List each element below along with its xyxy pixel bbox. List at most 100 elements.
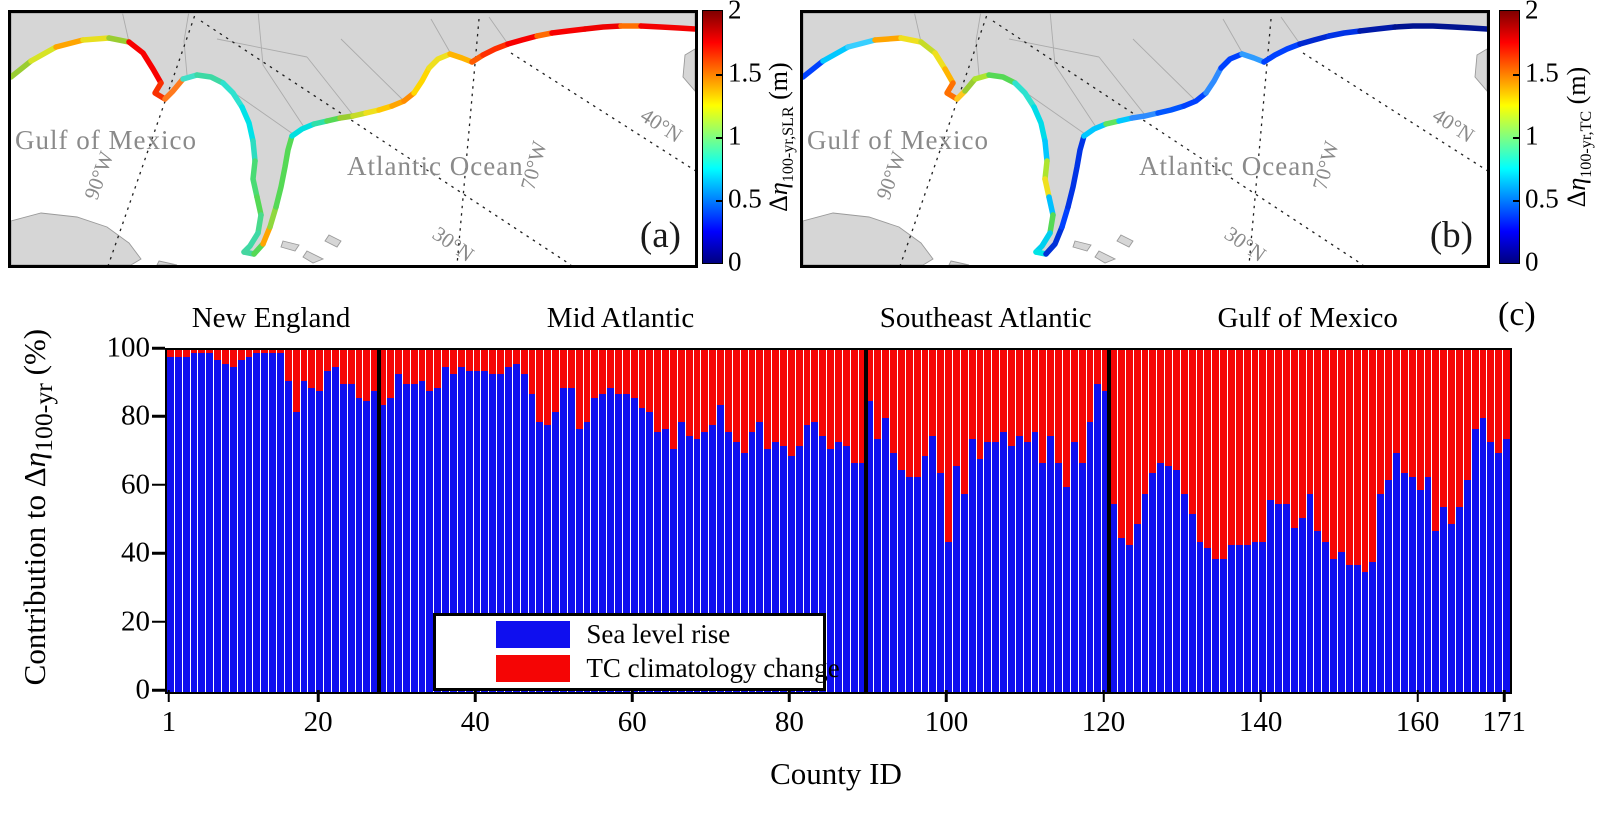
slr-segment	[402, 384, 410, 692]
slr-segment	[237, 360, 245, 692]
state-boundary-line	[1049, 13, 1097, 128]
tc-segment	[332, 350, 339, 368]
tc-segment	[890, 350, 897, 453]
slr-segment	[1196, 541, 1204, 692]
tc-segment	[858, 350, 866, 463]
bar-county-92	[882, 350, 890, 692]
tc-segment	[1078, 350, 1086, 463]
legend-label-tc-climatology: TC climatology change	[586, 653, 840, 684]
tc-segment	[1471, 350, 1479, 429]
coast-segment	[932, 50, 948, 72]
tc-segment	[921, 350, 929, 457]
bar-county-64	[662, 350, 669, 692]
bar-county-143	[1283, 350, 1290, 692]
bar-county-15	[277, 350, 284, 692]
tc-segment	[1432, 350, 1440, 532]
tc-segment	[1298, 350, 1306, 518]
state-boundary-line	[1024, 91, 1086, 135]
y-tick-label: 80	[121, 399, 150, 432]
bar-county-67	[685, 350, 693, 692]
slr-segment	[167, 356, 174, 692]
slr-segment	[945, 541, 952, 692]
coast-segment	[898, 35, 924, 45]
tc-segment	[756, 350, 764, 422]
slr-segment	[229, 367, 237, 692]
x-tick-label: 100	[924, 706, 969, 738]
tc-segment	[1463, 350, 1471, 480]
slr-segment	[866, 401, 874, 692]
bar-county-33	[418, 350, 426, 692]
slr-segment	[1141, 493, 1149, 692]
slr-segment	[339, 384, 347, 692]
state-boundary-line	[257, 13, 305, 128]
x-tick-mark	[1259, 690, 1262, 702]
slr-segment	[300, 380, 308, 692]
slr-segment	[740, 452, 748, 692]
bar-county-121	[1110, 350, 1117, 692]
slr-segment	[1338, 551, 1345, 692]
slr-segment	[622, 394, 630, 692]
tc-segment	[1000, 350, 1007, 433]
slr-segment	[1180, 493, 1188, 692]
tc-segment	[905, 350, 913, 477]
bar-county-74	[740, 350, 748, 692]
bar-county-96	[913, 350, 921, 692]
tc-segment	[1039, 350, 1047, 463]
panel_a-map-svg: 90°W 30°N 70°W 40°N	[11, 13, 695, 265]
slr-segment	[1070, 442, 1078, 692]
colorbar-notch	[1513, 74, 1519, 76]
bar-county-99	[937, 350, 945, 692]
tc-segment	[929, 350, 937, 436]
slr-segment	[1353, 565, 1361, 692]
tc-segment	[434, 350, 442, 388]
tc-segment	[1267, 350, 1275, 501]
tc-segment	[308, 350, 316, 388]
slr-segment	[1290, 527, 1298, 692]
bar-county-109	[1015, 350, 1023, 692]
bar-county-30	[394, 350, 402, 692]
state-boundary-line	[306, 56, 354, 116]
tc-segment	[638, 350, 646, 409]
slr-segment	[449, 373, 457, 692]
slr-segment	[630, 397, 638, 692]
tc-segment	[552, 350, 559, 412]
slr-segment	[772, 442, 780, 692]
island	[11, 212, 142, 265]
coast-segment	[255, 212, 264, 236]
slr-segment	[575, 428, 583, 692]
state-boundary-line	[183, 13, 190, 76]
bar-county-36	[442, 350, 449, 692]
tc-segment	[292, 350, 300, 412]
x-tick-mark	[167, 690, 171, 702]
coast-segment	[80, 35, 112, 43]
bar-county-91	[874, 350, 882, 692]
bar-county-49	[544, 350, 552, 692]
state-boundary-line	[913, 13, 922, 43]
bar-county-16	[284, 350, 292, 692]
bar-county-20	[316, 350, 324, 692]
tc-segment	[1055, 350, 1062, 463]
tc-segment	[803, 350, 811, 426]
coast-segment	[549, 26, 588, 36]
bar-county-101	[952, 350, 960, 692]
slr-segment	[552, 411, 559, 692]
bar-county-110	[1023, 350, 1031, 692]
tc-segment	[1408, 350, 1416, 477]
coast-segment	[254, 194, 264, 218]
graticule-line	[200, 20, 572, 265]
slr-segment	[709, 425, 717, 692]
bar-county-126	[1149, 350, 1157, 692]
island	[1474, 48, 1487, 92]
slr-segment	[536, 421, 544, 692]
bar-county-35	[434, 350, 442, 692]
tc-segment	[198, 350, 206, 354]
bar-county-21	[324, 350, 332, 692]
slr-segment	[1479, 418, 1487, 692]
panel-letter-a: (a)	[639, 215, 681, 256]
bar-county-157	[1393, 350, 1400, 692]
graticule-line	[899, 13, 989, 265]
tc-segment	[591, 350, 599, 398]
bar-county-136	[1228, 350, 1235, 692]
slr-segment	[1369, 562, 1377, 692]
